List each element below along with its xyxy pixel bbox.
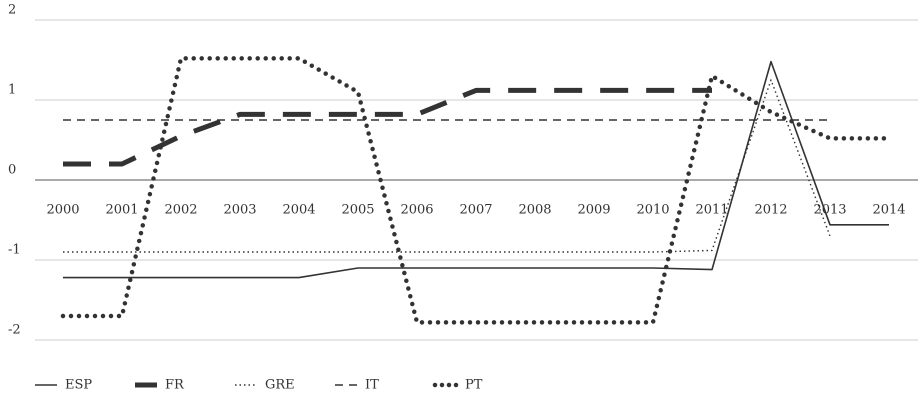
y-tick-label: 0 — [8, 163, 16, 178]
legend-label: ESP — [65, 378, 92, 393]
legend-label: IT — [365, 378, 379, 393]
x-tick-label: 2007 — [459, 203, 492, 218]
y-tick-label: -2 — [8, 323, 21, 338]
x-tick-label: 2014 — [872, 203, 905, 218]
y-tick-label: 2 — [8, 3, 16, 18]
x-tick-label: 2012 — [754, 203, 787, 218]
legend-label: GRE — [265, 378, 295, 393]
x-tick-label: 2002 — [164, 203, 197, 218]
x-tick-label: 2006 — [400, 203, 433, 218]
x-tick-label: 2009 — [577, 203, 610, 218]
series-line — [63, 87, 712, 167]
x-tick-label: 2011 — [695, 203, 728, 218]
x-tick-label: 2008 — [518, 203, 551, 218]
x-tick-label: 2000 — [46, 203, 79, 218]
x-tick-label: 2001 — [105, 203, 138, 218]
x-tick-label: 2003 — [223, 203, 256, 218]
x-tick-label: 2005 — [341, 203, 374, 218]
y-tick-label: -1 — [8, 243, 21, 258]
x-tick-label: 2013 — [813, 203, 846, 218]
x-tick-label: 2010 — [636, 203, 669, 218]
y-tick-label: 1 — [8, 83, 16, 98]
series-line — [60, 56, 892, 325]
series-line — [63, 79, 831, 253]
series-line — [63, 60, 889, 279]
x-tick-label: 2004 — [282, 203, 315, 218]
legend-label: FR — [165, 378, 185, 393]
legend-label: PT — [465, 378, 483, 393]
